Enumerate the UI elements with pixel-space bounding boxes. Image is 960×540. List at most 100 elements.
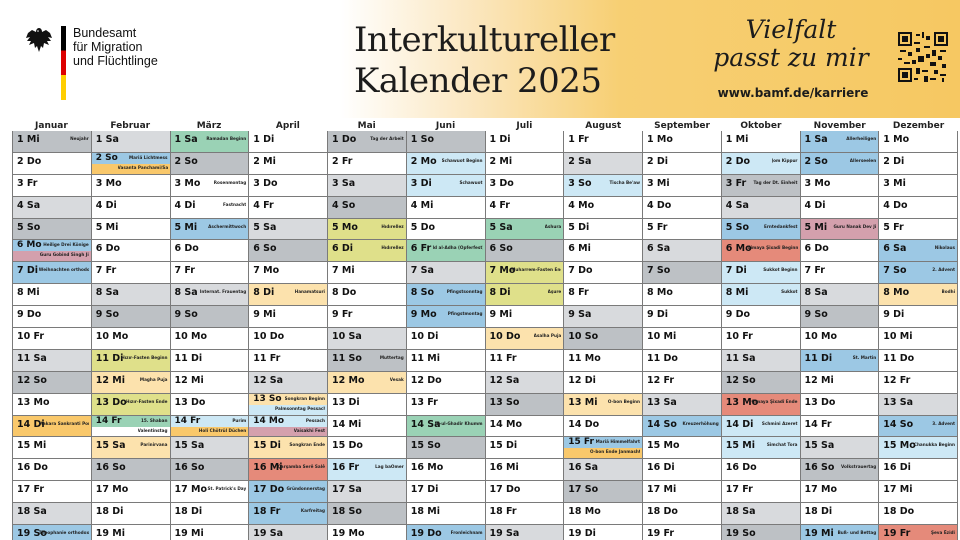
day-cell[interactable]: 11 Mo — [564, 349, 642, 372]
day-cell[interactable]: 5 Do — [406, 218, 485, 241]
day-cell[interactable]: 12 Mi — [800, 371, 879, 394]
day-cell[interactable]: 16 Mi — [485, 459, 564, 482]
day-cell[interactable]: 1 Mi Neujahr — [13, 131, 91, 153]
day-cell[interactable]: 13 Di — [328, 393, 406, 416]
day-cell[interactable]: 10 Sa — [328, 328, 406, 350]
day-cell[interactable]: 17 Sa — [328, 481, 406, 504]
day-cell[interactable]: 4 Sa — [721, 196, 800, 219]
day-cell[interactable]: 10 Do Asalha Puja — [485, 328, 564, 350]
day-cell[interactable]: 11 Fr — [485, 349, 564, 372]
day-cell[interactable]: 9 Mo Pfingstmontag — [406, 306, 485, 329]
day-cell[interactable]: 17 Mo — [91, 481, 170, 504]
day-cell[interactable]: 8 Sa — [91, 284, 170, 307]
day-cell[interactable]: 15 So — [406, 437, 485, 460]
day-cell[interactable]: 17 Mo — [800, 481, 879, 504]
day-cell[interactable]: 9 Do — [721, 306, 800, 329]
day-cell[interactable]: 8 Mo — [643, 284, 721, 307]
day-cell[interactable]: 8 Di Hanamatsuri — [249, 284, 327, 307]
day-cell[interactable]: 10 Mo — [170, 328, 249, 350]
day-cell[interactable]: 8 Mi Sukkot — [721, 284, 800, 307]
day-cell[interactable]: 16 Do — [13, 459, 91, 482]
day-cell[interactable]: 5 Di — [564, 218, 642, 241]
day-cell[interactable]: 7 So — [643, 262, 721, 285]
day-cell[interactable]: 1 Sa Allerheiligen — [800, 131, 879, 153]
day-cell[interactable]: 16 Mo — [406, 459, 485, 482]
day-cell[interactable]: 4 Di — [91, 196, 170, 219]
day-cell[interactable]: 18 Fr — [485, 503, 564, 526]
day-cell[interactable]: 19 So — [721, 525, 800, 540]
day-cell[interactable]: 7 Fr — [91, 262, 170, 285]
bamf-logo[interactable]: Bundesamt für Migration und Flüchtlinge — [24, 26, 158, 100]
day-cell[interactable]: 11 Do — [879, 349, 957, 372]
day-cell[interactable]: 9 Do — [13, 306, 91, 329]
day-cell[interactable]: 18 Sa — [13, 503, 91, 526]
day-cell[interactable]: 10 Mo — [91, 328, 170, 350]
day-cell[interactable]: 4 Do — [643, 196, 721, 219]
day-cell[interactable]: 4 Fr — [249, 196, 327, 219]
day-cell[interactable]: 9 So — [800, 306, 879, 329]
day-cell[interactable]: 9 Mi — [485, 306, 564, 329]
day-cell[interactable]: 18 So — [328, 503, 406, 526]
day-cell[interactable]: 19 So Theophanie orthodox — [13, 525, 91, 540]
day-cell[interactable]: 19 Sa — [485, 525, 564, 540]
day-cell[interactable]: 3 Mo — [800, 174, 879, 197]
day-cell[interactable]: 11 So Muttertag — [328, 349, 406, 372]
day-cell[interactable]: Holi Chötrül Düchen 14 Fr Purim — [170, 415, 249, 438]
day-cell[interactable]: 4 Do — [879, 196, 957, 219]
day-cell[interactable]: 13 Sa — [643, 393, 721, 416]
day-cell[interactable]: 1 Mo — [643, 131, 721, 153]
day-cell[interactable]: 9 Di — [879, 306, 957, 329]
day-cell[interactable]: 4 Mo — [564, 196, 642, 219]
day-cell[interactable]: 11 Sa — [13, 349, 91, 372]
day-cell[interactable]: 3 Fr Tag der Dt. Einheit — [721, 174, 800, 197]
day-cell[interactable]: 12 So — [721, 371, 800, 394]
day-cell[interactable]: 11 Mi — [406, 349, 485, 372]
day-cell[interactable]: 18 Di — [170, 503, 249, 526]
day-cell[interactable]: 7 Di Weihnachten orthodox — [13, 262, 91, 285]
day-cell[interactable]: 10 Mi — [643, 328, 721, 350]
day-cell[interactable]: 3 Di Schawuot — [406, 174, 485, 197]
day-cell[interactable]: 13 Mo Cimaya Şixadî Ende — [721, 393, 800, 416]
day-cell[interactable]: 17 Mo St. Patrick's Day — [170, 481, 249, 504]
day-cell[interactable]: 15 Di — [485, 437, 564, 460]
day-cell[interactable]: 3 So Tischa Be'aw — [564, 174, 642, 197]
day-cell[interactable]: 4 So — [328, 196, 406, 219]
day-cell[interactable]: 11 Di St. Martin — [800, 349, 879, 372]
day-cell[interactable]: 8 So Pfingstsonntag — [406, 284, 485, 307]
day-cell[interactable]: 5 So Erntedankfest — [721, 218, 800, 241]
day-cell[interactable]: 1 Di — [485, 131, 564, 153]
day-cell[interactable]: 5 Mi Aschermittwoch — [170, 218, 249, 241]
day-cell[interactable]: 6 Mi — [564, 240, 642, 263]
day-cell[interactable]: 6 Di Hıdırellez — [328, 240, 406, 263]
day-cell[interactable]: 18 Fr Karfreitag — [249, 503, 327, 526]
day-cell[interactable]: 2 Di — [643, 152, 721, 175]
day-cell[interactable]: 1 Sa Ramadan Beginn — [170, 131, 249, 153]
day-cell[interactable]: 10 Mi — [879, 328, 957, 350]
day-cell[interactable]: 12 So — [13, 371, 91, 394]
day-cell[interactable]: 15 Sa Parinirvana — [91, 437, 170, 460]
day-cell[interactable]: 13 Fr — [406, 393, 485, 416]
day-cell[interactable]: 4 Mi — [406, 196, 485, 219]
day-cell[interactable]: 13 So — [485, 393, 564, 416]
day-cell[interactable]: 15 Sa — [170, 437, 249, 460]
day-cell[interactable]: 3 Sa — [328, 174, 406, 197]
day-cell[interactable]: 2 Di — [879, 152, 957, 175]
day-cell[interactable]: 2 Mi — [485, 152, 564, 175]
day-cell[interactable]: 9 Mi — [249, 306, 327, 329]
day-cell[interactable]: 17 Di — [406, 481, 485, 504]
day-cell[interactable]: 7 Sa — [406, 262, 485, 285]
day-cell[interactable]: 7 Fr — [800, 262, 879, 285]
day-cell[interactable]: Vasanta Panchami/Saraswati Puja2 So Mariä… — [91, 152, 170, 175]
day-cell[interactable]: 18 Di — [800, 503, 879, 526]
day-cell[interactable]: 8 Fr — [564, 284, 642, 307]
day-cell[interactable]: 19 Mo — [328, 525, 406, 540]
day-cell[interactable]: 19 Mi — [91, 525, 170, 540]
day-cell[interactable]: 2 Do Jom Kippur — [721, 152, 800, 175]
day-cell[interactable]: 9 So — [170, 306, 249, 329]
day-cell[interactable]: 15 Sa — [800, 437, 879, 460]
day-cell[interactable]: 6 Sa Nikolaus — [879, 240, 957, 263]
day-cell[interactable]: 18 Mi — [406, 503, 485, 526]
day-cell[interactable]: 5 Mo Hıdırellez — [328, 218, 406, 241]
career-link[interactable]: www.bamf.de/karriere — [717, 86, 869, 100]
day-cell[interactable]: 7 Do — [564, 262, 642, 285]
